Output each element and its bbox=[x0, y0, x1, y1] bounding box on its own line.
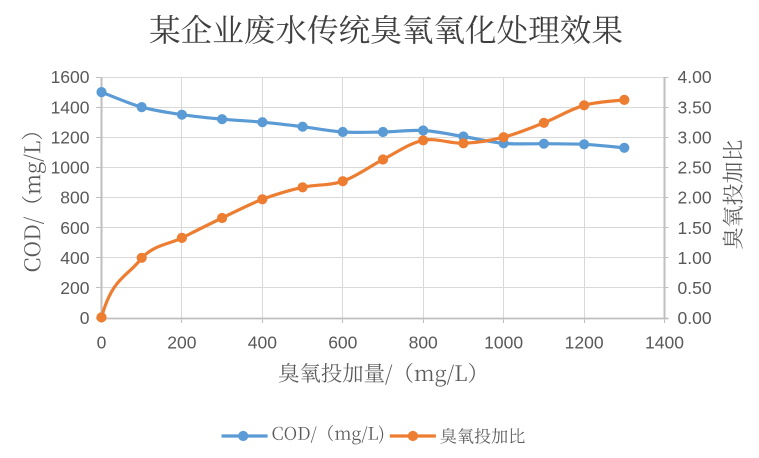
svg-text:1200: 1200 bbox=[51, 127, 90, 147]
svg-text:600: 600 bbox=[60, 218, 89, 238]
svg-text:2.50: 2.50 bbox=[678, 158, 712, 178]
svg-text:1000: 1000 bbox=[484, 332, 523, 352]
svg-text:200: 200 bbox=[60, 278, 89, 298]
svg-text:1000: 1000 bbox=[51, 158, 90, 178]
svg-text:4.00: 4.00 bbox=[678, 67, 712, 87]
svg-text:800: 800 bbox=[60, 188, 89, 208]
svg-text:1600: 1600 bbox=[51, 67, 90, 87]
svg-text:1400: 1400 bbox=[645, 332, 684, 352]
svg-text:3.50: 3.50 bbox=[678, 97, 712, 117]
svg-text:0.00: 0.00 bbox=[678, 308, 712, 328]
svg-text:200: 200 bbox=[167, 332, 196, 352]
svg-text:3.00: 3.00 bbox=[678, 127, 712, 147]
svg-text:1.50: 1.50 bbox=[678, 218, 712, 238]
svg-text:400: 400 bbox=[248, 332, 277, 352]
svg-text:0: 0 bbox=[80, 308, 90, 328]
svg-text:0.50: 0.50 bbox=[678, 278, 712, 298]
svg-text:1.00: 1.00 bbox=[678, 248, 712, 268]
svg-text:2.00: 2.00 bbox=[678, 188, 712, 208]
svg-text:600: 600 bbox=[328, 332, 357, 352]
svg-text:400: 400 bbox=[60, 248, 89, 268]
svg-text:800: 800 bbox=[409, 332, 438, 352]
svg-text:1200: 1200 bbox=[565, 332, 604, 352]
svg-text:1400: 1400 bbox=[51, 97, 90, 117]
svg-text:0: 0 bbox=[97, 332, 107, 352]
